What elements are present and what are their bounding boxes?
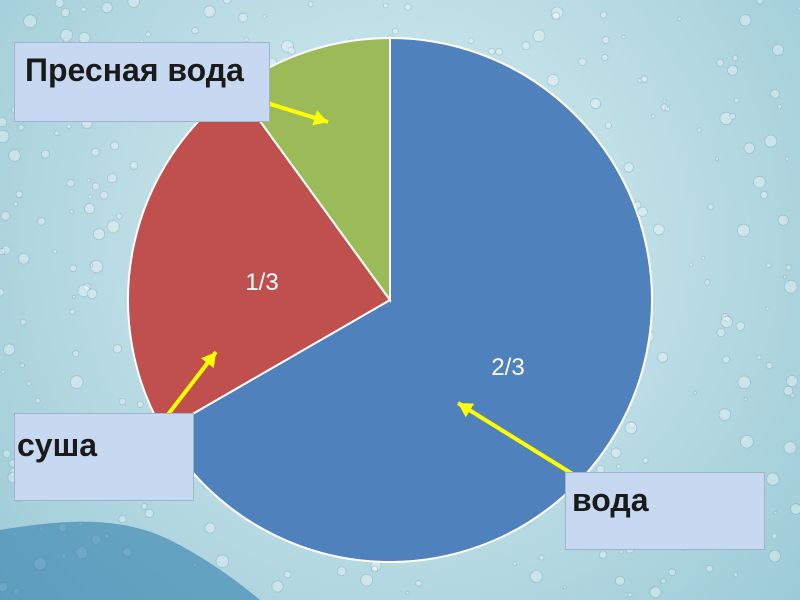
pie-slice-water: [161, 36, 653, 563]
callout-land: суша: [14, 413, 194, 501]
callout-water: вода: [565, 472, 765, 550]
callout-fresh-water-text: Пресная вода: [25, 52, 244, 88]
callout-land-text: суша: [17, 427, 98, 463]
arrow-land-head: [201, 352, 216, 368]
arrow-water-head: [458, 403, 475, 418]
slice-label-land: 1/3: [245, 269, 278, 296]
slice-label-water: 2/3: [491, 354, 524, 381]
callout-fresh-water: Пресная вода: [14, 42, 270, 122]
arrow-fresh-water-head: [312, 110, 328, 126]
callout-water-text: вода: [572, 482, 649, 518]
